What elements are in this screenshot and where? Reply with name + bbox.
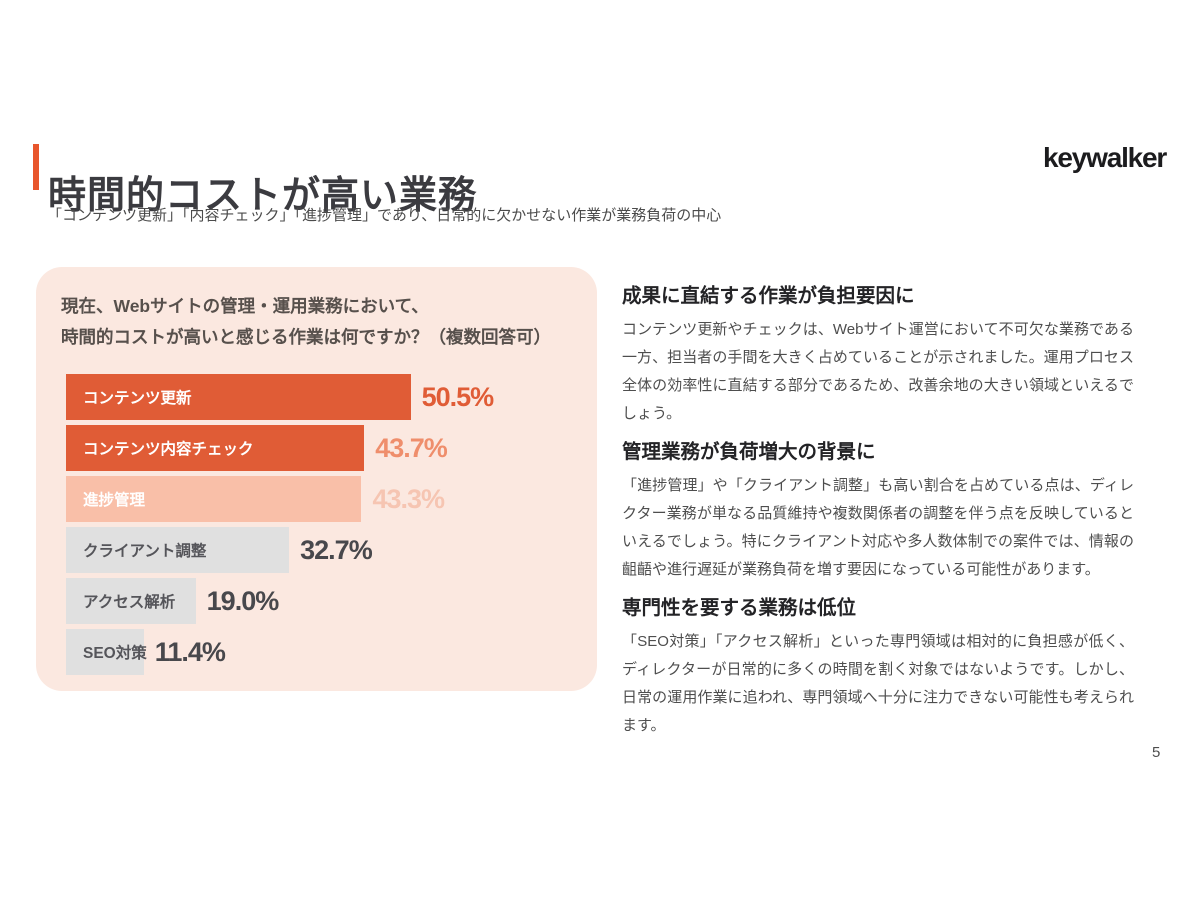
bar: 進捗管理: [66, 476, 362, 522]
bar-chart: コンテンツ更新 50.5% コンテンツ内容チェック 43.7% 進捗管理 43.…: [66, 374, 571, 675]
bar-label: 進捗管理: [83, 492, 146, 509]
bar-value-label: 11.4%: [154, 636, 226, 667]
survey-question: 現在、Webサイトの管理・運用業務において、 時間的コストが高いと感じる作業は何…: [61, 291, 571, 353]
commentary-section: 専門性を要する業務は低位 「SEO対策」「アクセス解析」といった専門領域は相対的…: [622, 596, 1134, 740]
bar-row: アクセス解析 19.0%: [66, 578, 571, 624]
bar-label: アクセス解析: [83, 594, 176, 611]
bar-row: 進捗管理 43.3%: [66, 476, 571, 522]
section-heading: 専門性を要する業務は低位: [622, 597, 857, 619]
keywalker-logo: keywalker: [1043, 142, 1167, 173]
survey-panel: 現在、Webサイトの管理・運用業務において、 時間的コストが高いと感じる作業は何…: [36, 267, 597, 691]
bar-value-label: 43.3%: [372, 483, 445, 514]
survey-question-line2: 時間的コストが高いと感じる作業は何ですか？（複数回答可）: [61, 327, 551, 347]
bar-value-label: 19.0%: [206, 585, 280, 616]
page-number: 5: [1152, 744, 1161, 761]
survey-question-line1: 現在、Webサイトの管理・運用業務において、: [61, 296, 429, 316]
bar: SEO対策: [66, 629, 147, 675]
bar: コンテンツ内容チェック: [66, 425, 365, 471]
bar-row: SEO対策 11.4%: [66, 629, 571, 675]
commentary-column: 成果に直結する作業が負担要因に コンテンツ更新やチェックは、Webサイト運営にお…: [622, 284, 1134, 740]
bar-label: コンテンツ内容チェック: [83, 441, 254, 458]
bar-row: コンテンツ更新 50.5%: [66, 374, 571, 420]
bar-label: クライアント調整: [83, 543, 207, 560]
bar-value-label: 32.7%: [300, 534, 373, 565]
bar: コンテンツ更新: [66, 374, 411, 420]
section-heading: 成果に直結する作業が負担要因に: [622, 285, 915, 307]
section-body: コンテンツ更新やチェックは、Webサイト運営において不可欠な業務である一方、担当…: [622, 321, 1134, 422]
page-subtitle: 「コンテンツ更新」「内容チェック」「進捗管理」であり、日常的に欠かせない作業が業…: [47, 207, 722, 224]
section-body: 「進捗管理」や「クライアント調整」も高い割合を占めている点は、ディレクター業務が…: [622, 477, 1134, 578]
bar-row: コンテンツ内容チェック 43.7%: [66, 425, 571, 471]
bar-label: コンテンツ更新: [83, 390, 192, 407]
bar-value-label: 50.5%: [421, 381, 495, 412]
title-accent-bar: [33, 144, 39, 190]
bar: クライアント調整: [66, 527, 290, 573]
page-title: 時間的コストが高い業務: [48, 175, 478, 218]
section-heading: 管理業務が負荷増大の背景に: [622, 441, 876, 463]
section-body: 「SEO対策」「アクセス解析」といった専門領域は相対的に負担感が低く、ディレクタ…: [622, 633, 1134, 734]
bar-row: クライアント調整 32.7%: [66, 527, 571, 573]
bar-label: SEO対策: [83, 645, 147, 662]
bar: アクセス解析: [66, 578, 196, 624]
commentary-section: 成果に直結する作業が負担要因に コンテンツ更新やチェックは、Webサイト運営にお…: [622, 284, 1134, 428]
bar-value-label: 43.7%: [375, 432, 448, 463]
commentary-section: 管理業務が負荷増大の背景に 「進捗管理」や「クライアント調整」も高い割合を占めて…: [622, 440, 1134, 584]
